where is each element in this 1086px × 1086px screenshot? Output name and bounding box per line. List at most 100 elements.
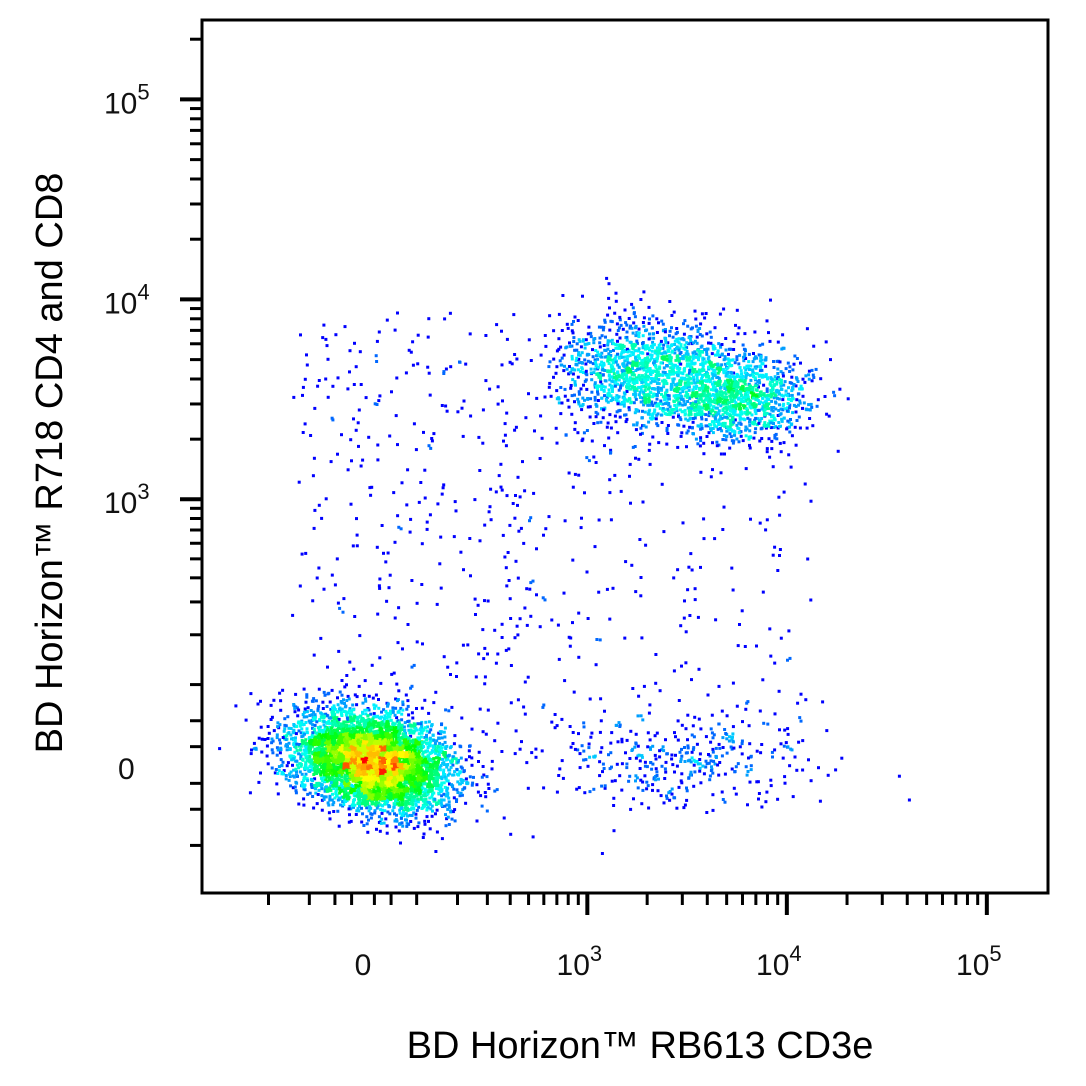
event-point (355, 703, 359, 707)
event-point (343, 776, 347, 780)
event-point (421, 806, 425, 810)
event-point (401, 703, 405, 707)
event-point (348, 777, 352, 781)
event-point (445, 803, 449, 807)
event-point (425, 755, 429, 759)
event-point (383, 745, 387, 749)
event-point (420, 725, 424, 729)
event-point (308, 765, 312, 768)
event-point (336, 731, 340, 735)
event-point (350, 747, 354, 751)
event-point (275, 733, 279, 737)
event-point (383, 714, 387, 718)
event-point (270, 748, 274, 752)
event-point (331, 706, 334, 710)
event-point (344, 792, 348, 796)
event-point (364, 798, 368, 802)
event-point (412, 741, 415, 745)
event-point (430, 795, 434, 799)
event-point (289, 755, 293, 759)
event-point (379, 808, 383, 812)
event-point (398, 751, 402, 754)
event-point (331, 792, 334, 796)
event-point (451, 763, 455, 767)
event-point (375, 739, 379, 743)
event-point (399, 841, 402, 845)
event-point (283, 717, 287, 721)
event-point (439, 798, 443, 802)
event-point (289, 770, 293, 774)
event-point (424, 763, 427, 766)
event-point (330, 777, 334, 781)
event-point (404, 734, 408, 738)
event-point (408, 740, 412, 744)
event-point (400, 718, 404, 722)
event-point (419, 745, 423, 748)
event-point (374, 803, 378, 807)
event-point (413, 795, 417, 799)
event-point (328, 798, 332, 802)
event-point (431, 777, 435, 780)
event-point (449, 810, 453, 814)
event-point (403, 765, 407, 769)
event-point (365, 777, 368, 781)
event-point (266, 725, 270, 728)
event-point (380, 710, 383, 714)
event-point (324, 786, 328, 790)
event-point (444, 708, 448, 712)
event-point (352, 719, 356, 723)
event-point (452, 787, 456, 791)
event-point (331, 782, 335, 786)
event-point (400, 805, 404, 809)
event-point (464, 758, 468, 762)
event-point (308, 740, 312, 744)
event-point (445, 756, 449, 760)
event-point (459, 765, 463, 769)
event-point (270, 741, 274, 745)
event-point (348, 733, 352, 737)
event-point (341, 755, 345, 759)
event-point (357, 766, 361, 770)
event-point (391, 786, 395, 790)
event-point (342, 726, 345, 730)
event-point (343, 758, 347, 762)
event-point (291, 786, 295, 790)
event-point (425, 803, 429, 806)
event-point (293, 706, 297, 710)
event-point (353, 760, 356, 764)
event-point (351, 738, 355, 742)
event-point (370, 780, 374, 784)
event-point (271, 739, 275, 743)
event-point (366, 768, 370, 771)
event-point (374, 704, 378, 708)
event-point (477, 750, 481, 754)
event-point (396, 734, 400, 738)
event-point (304, 746, 308, 750)
event-point (420, 706, 424, 710)
event-point (464, 801, 468, 805)
event-point (452, 796, 456, 800)
event-point (329, 728, 333, 732)
event-point (440, 789, 444, 793)
event-point (417, 732, 421, 736)
event-point (403, 729, 407, 733)
event-point (440, 803, 444, 807)
event-point (275, 736, 279, 740)
event-point (367, 774, 371, 777)
event-point (373, 706, 377, 710)
event-point (380, 733, 384, 737)
event-point (397, 725, 401, 729)
event-point (333, 765, 337, 769)
event-point (292, 703, 296, 706)
event-point (396, 798, 400, 802)
event-point (399, 706, 403, 710)
event-point (308, 714, 312, 717)
event-point (371, 696, 375, 700)
event-point (393, 733, 397, 737)
event-point (353, 792, 357, 796)
event-point (298, 762, 302, 766)
event-point (285, 764, 289, 768)
event-point (348, 813, 351, 817)
event-point (435, 808, 439, 812)
event-point (339, 778, 343, 782)
